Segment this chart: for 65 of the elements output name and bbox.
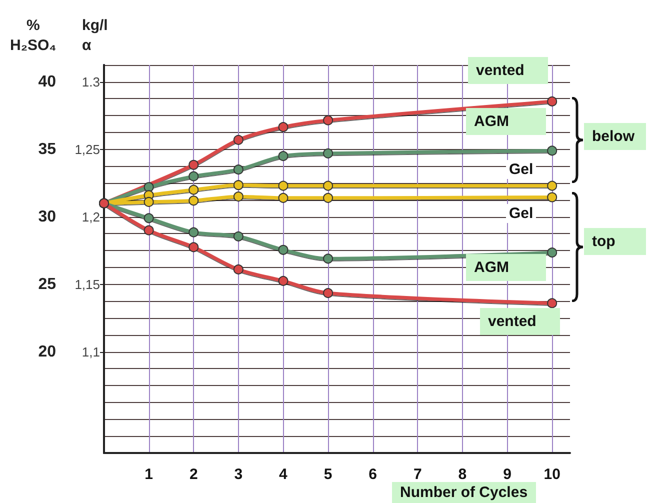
point [188,160,199,170]
point [278,180,288,191]
point [233,264,244,274]
y-axis-title: % H₂SO₄ [10,16,56,56]
point [233,231,244,242]
text: top [584,228,646,255]
annotation: vented [480,308,560,335]
y2-tick-label: 1.3 [82,74,100,90]
x-tick-label: 9 [503,466,512,483]
point [188,171,199,182]
point [323,254,334,264]
y2-tick-label: 1,1 [82,344,100,360]
point [547,298,558,308]
y-tick-label: 35 [38,140,56,158]
y-tick-label: 30 [38,208,56,226]
point [547,180,558,191]
point [188,242,199,252]
point [233,164,244,175]
y-tick-label: 40 [38,73,56,90]
x-tick-label: 4 [279,466,288,483]
x-tick-label: 10 [544,466,560,483]
y2-tick-label: 1,15 [74,276,100,292]
point [547,146,558,156]
point [233,180,244,190]
y2-axis-title: kg/l α [82,16,108,56]
point [144,182,154,192]
x-tick-label: 6 [368,466,378,483]
x-tick-label: 3 [234,466,243,483]
annotation: AGM [466,254,546,281]
annotation: AGM [466,108,546,135]
point [278,151,288,162]
annotation: Gel [506,204,536,223]
point [323,192,334,203]
point [278,244,288,255]
y-tick-label: 25 [38,276,56,293]
point [188,184,199,195]
point [547,248,558,258]
point [278,276,288,286]
point [323,115,334,126]
point [188,227,199,238]
point [323,148,334,158]
y-tick-label: 20 [38,343,56,360]
annotation: Gel [506,160,536,179]
point [278,122,288,132]
y2-tick-label: 1,2 [82,209,100,224]
x-tick-label: 7 [413,466,422,483]
y2-tick-label: 1,25 [74,142,100,157]
x-axis-title: Number of Cycles [392,482,536,503]
point [278,192,288,203]
point [144,213,154,224]
x-tick-label: 8 [458,466,467,483]
point [233,134,244,145]
point [233,192,244,202]
x-tick-label: 2 [189,466,198,483]
point [144,196,154,207]
point [323,180,334,191]
point [547,192,558,202]
point [323,288,334,298]
point [188,196,199,206]
point [547,96,558,106]
point [144,225,154,236]
annotation: vented [468,57,548,84]
x-tick-label: 5 [324,466,332,483]
x-tick-label: 1 [144,466,153,483]
text: below [584,123,646,150]
